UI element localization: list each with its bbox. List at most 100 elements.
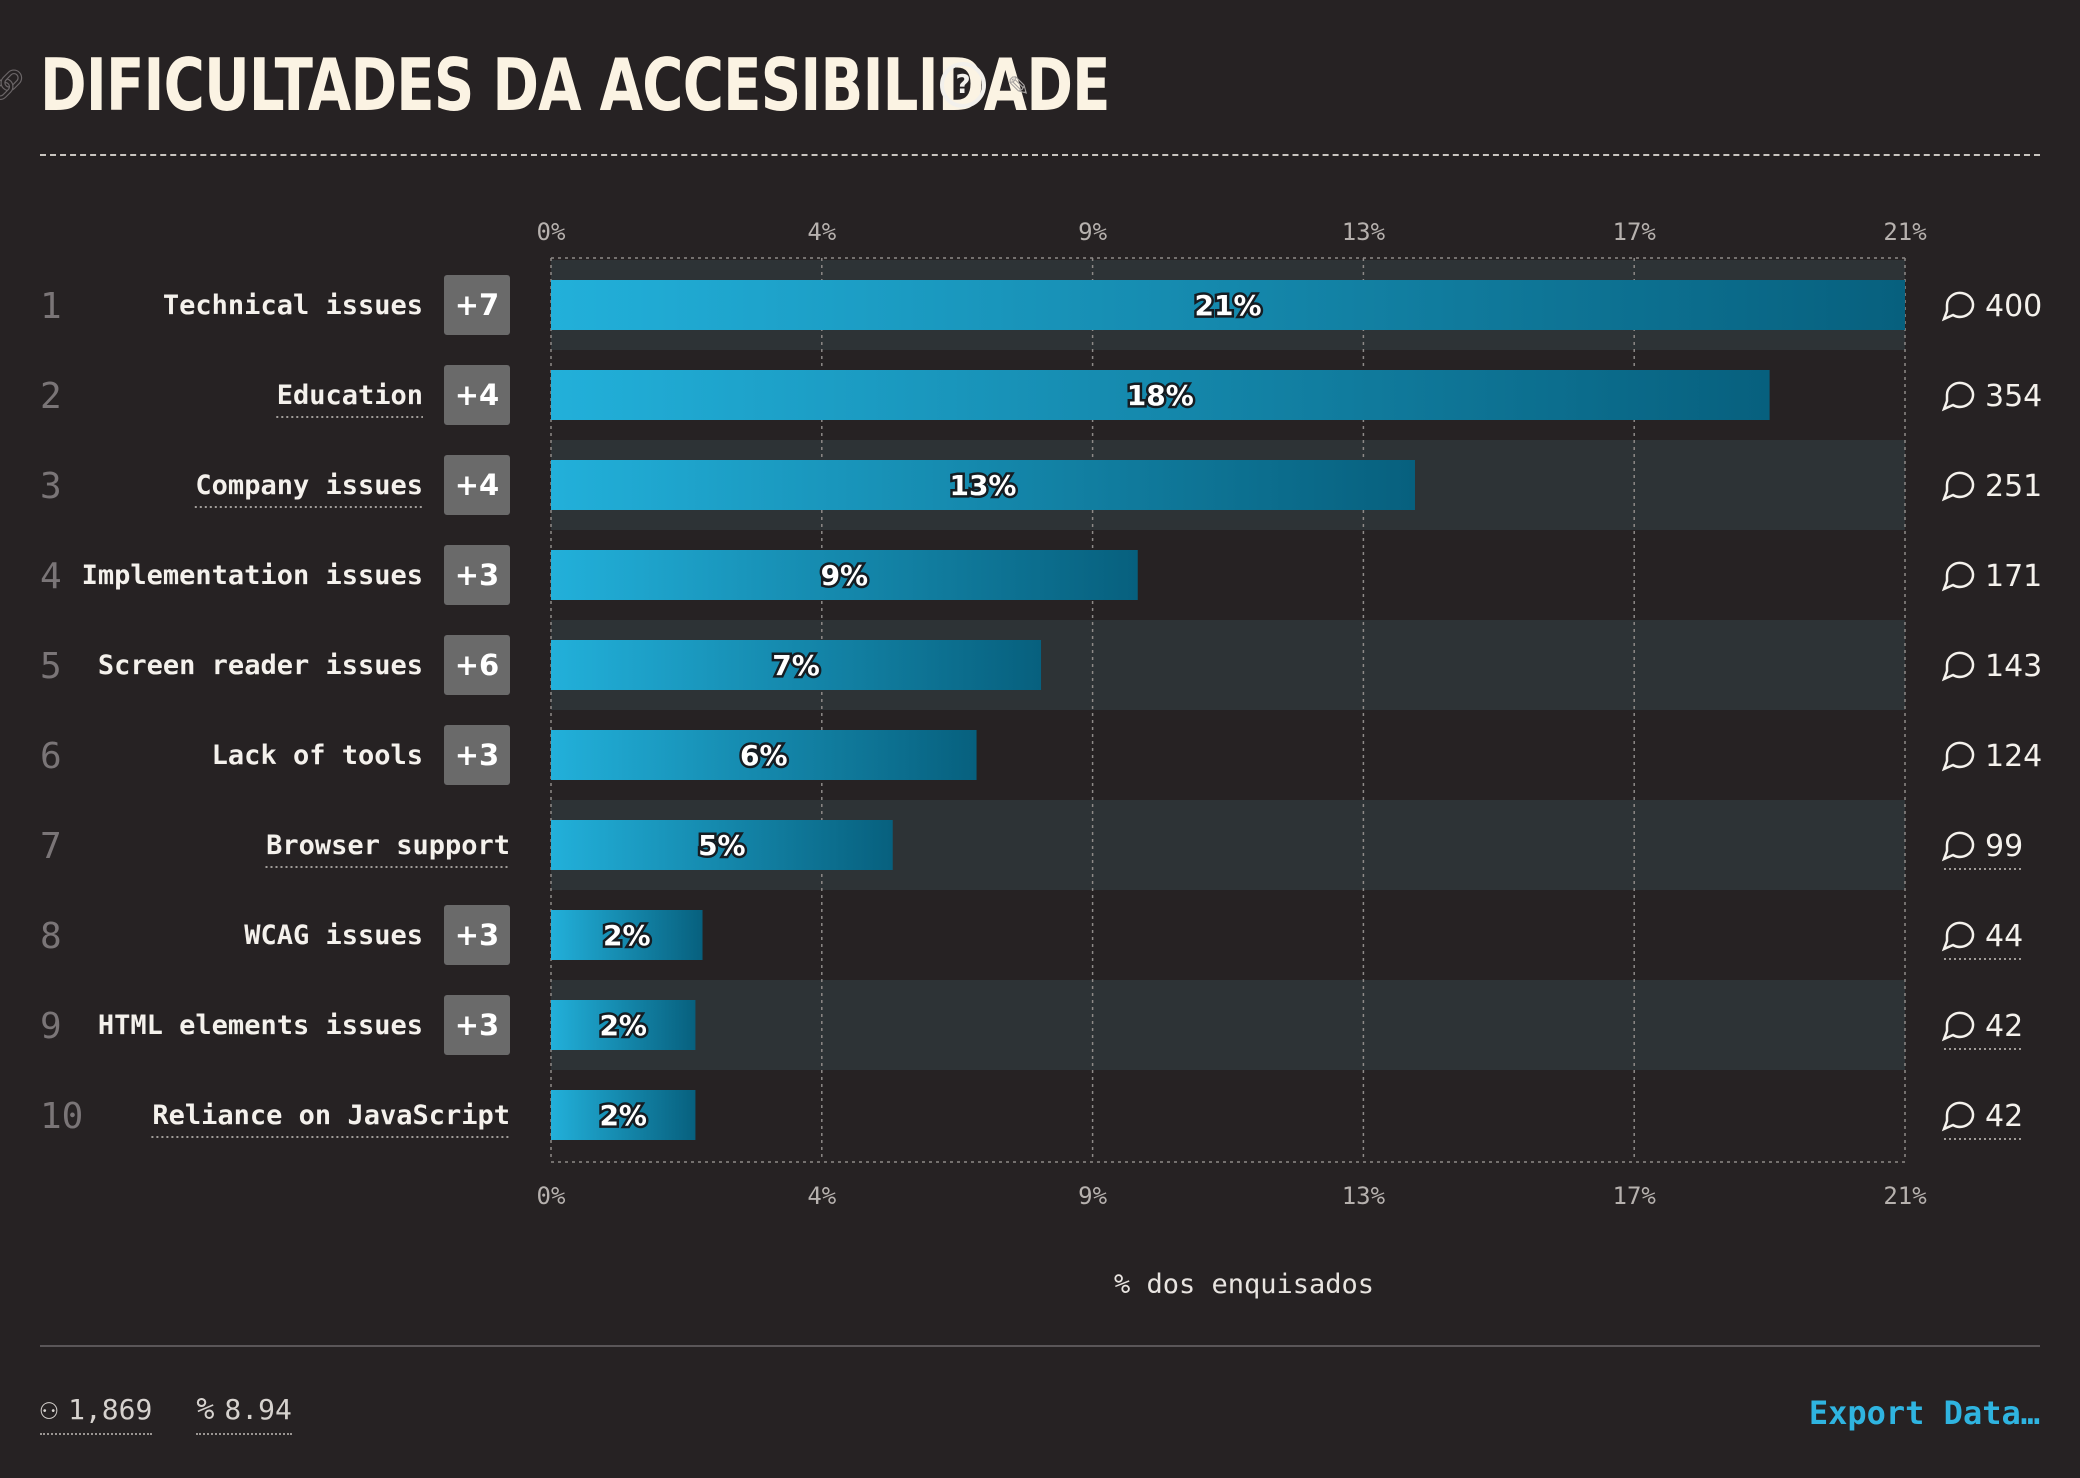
- export-data-link[interactable]: Export Data…: [1808, 1394, 2040, 1432]
- more-badge-text: +6: [455, 648, 499, 682]
- more-badge[interactable]: [444, 905, 510, 965]
- chart-title: DIFICULTADES DA ACCESIBILIDADE: [40, 43, 1111, 127]
- comment-bubble-icon: [1941, 921, 1975, 952]
- footer-divider: [40, 1345, 2040, 1347]
- bar-value-label: 18%: [1127, 379, 1194, 412]
- pencil-icon[interactable]: ✎: [1008, 65, 1029, 105]
- x-tick-top: 17%: [1613, 218, 1657, 246]
- link-icon[interactable]: 🔗︎: [0, 68, 27, 103]
- comment-bubble-icon: [1941, 741, 1975, 772]
- bar-value-label: 6%: [740, 739, 788, 772]
- percent-stat[interactable]: % 8.94: [196, 1392, 292, 1435]
- respondents-count: 1,869: [68, 1393, 153, 1426]
- comment-bubble-icon: [1941, 381, 1975, 412]
- more-badge[interactable]: [444, 725, 510, 785]
- category-label[interactable]: Screen reader issues: [98, 650, 423, 681]
- more-badge[interactable]: [444, 455, 510, 515]
- respondents-stat[interactable]: ⚇ 1,869: [40, 1392, 153, 1435]
- bar-value-label: 9%: [821, 559, 869, 592]
- x-tick-bottom: 4%: [807, 1182, 836, 1210]
- more-badge[interactable]: [444, 275, 510, 335]
- row-rank: 3: [40, 466, 62, 507]
- category-label[interactable]: Company issues: [195, 470, 423, 501]
- comment-count[interactable]: 99: [1985, 829, 2023, 864]
- row-band: [551, 980, 1905, 1070]
- bar[interactable]: [551, 1090, 696, 1140]
- bar[interactable]: [551, 460, 1415, 510]
- percent-value: 8.94: [224, 1393, 292, 1426]
- bar[interactable]: [551, 550, 1138, 600]
- comment-bubble-icon: [1941, 291, 1975, 322]
- category-label[interactable]: Lack of tools: [212, 740, 423, 771]
- chart-header: DIFICULTADES DA ACCESIBILIDADE: [40, 40, 1411, 130]
- comment-bubble-icon: [1941, 471, 1975, 502]
- bar-value-label: 2%: [599, 1099, 647, 1132]
- category-label[interactable]: Education: [277, 380, 423, 411]
- bar-value-label: 21%: [1194, 289, 1261, 322]
- x-tick-bottom: 21%: [1883, 1182, 1927, 1210]
- bar[interactable]: [551, 370, 1770, 420]
- comment-bubble-icon: [1941, 561, 1975, 592]
- question-circle-icon[interactable]: ?: [940, 62, 986, 108]
- more-badge[interactable]: [444, 635, 510, 695]
- user-icon: ⚇: [40, 1392, 59, 1427]
- category-label[interactable]: Browser support: [266, 830, 510, 861]
- bar-value-label: 2%: [599, 1009, 647, 1042]
- comment-count[interactable]: 124: [1985, 739, 2042, 774]
- bar-value-label: 7%: [772, 649, 820, 682]
- comment-count[interactable]: 42: [1985, 1009, 2023, 1044]
- more-badge[interactable]: [444, 995, 510, 1055]
- more-badge-text: +3: [455, 558, 499, 592]
- x-tick-bottom: 0%: [537, 1182, 566, 1210]
- more-badge[interactable]: [444, 365, 510, 425]
- comment-count[interactable]: 44: [1985, 919, 2023, 954]
- bar[interactable]: [551, 280, 1905, 330]
- comment-bubble-icon: [1941, 831, 1975, 862]
- bar[interactable]: [551, 820, 893, 870]
- comment-count[interactable]: 42: [1985, 1099, 2023, 1134]
- category-label[interactable]: Reliance on JavaScript: [152, 1100, 510, 1131]
- more-badge-text: +3: [455, 918, 499, 952]
- more-badge-text: +3: [455, 1008, 499, 1042]
- comment-count[interactable]: 251: [1985, 469, 2042, 504]
- row-rank: 5: [40, 646, 62, 687]
- percent-icon: %: [196, 1392, 215, 1427]
- x-tick-top: 0%: [537, 218, 566, 246]
- more-badge-text: +4: [455, 378, 499, 412]
- row-rank: 6: [40, 736, 62, 777]
- bar-value-label: 13%: [949, 469, 1016, 502]
- category-label[interactable]: Technical issues: [163, 290, 423, 321]
- more-badge-text: +4: [455, 468, 499, 502]
- comment-bubble-icon: [1941, 1101, 1975, 1132]
- title-tools: ? ✎: [940, 62, 1028, 108]
- row-rank: 8: [40, 916, 62, 957]
- title-divider: [40, 154, 2040, 156]
- bar[interactable]: [551, 730, 977, 780]
- bar[interactable]: [551, 640, 1042, 690]
- comment-count[interactable]: 171: [1985, 559, 2042, 594]
- more-badge-text: +3: [455, 738, 499, 772]
- bar[interactable]: [551, 1000, 696, 1050]
- x-tick-top: 13%: [1342, 218, 1386, 246]
- x-tick-bottom: 17%: [1613, 1182, 1657, 1210]
- row-rank: 2: [40, 376, 62, 417]
- x-axis-title: % dos enquisados: [1114, 1269, 1374, 1300]
- more-badge-text: +7: [455, 288, 499, 322]
- comment-count[interactable]: 143: [1985, 649, 2042, 684]
- row-rank: 4: [40, 556, 62, 597]
- footer-stats: ⚇ 1,869 % 8.94: [40, 1392, 292, 1435]
- category-label[interactable]: WCAG issues: [244, 920, 423, 951]
- comment-count[interactable]: 354: [1985, 379, 2042, 414]
- category-label[interactable]: Implementation issues: [82, 560, 423, 591]
- comment-count[interactable]: 400: [1985, 289, 2042, 324]
- row-rank: 9: [40, 1006, 62, 1047]
- row-rank: 7: [40, 826, 62, 867]
- bar-value-label: 2%: [603, 919, 651, 952]
- bar-value-label: 5%: [698, 829, 746, 862]
- x-tick-bottom: 9%: [1078, 1182, 1107, 1210]
- x-tick-top: 9%: [1078, 218, 1107, 246]
- category-label[interactable]: HTML elements issues: [98, 1010, 423, 1041]
- more-badge[interactable]: [444, 545, 510, 605]
- bar[interactable]: [551, 910, 703, 960]
